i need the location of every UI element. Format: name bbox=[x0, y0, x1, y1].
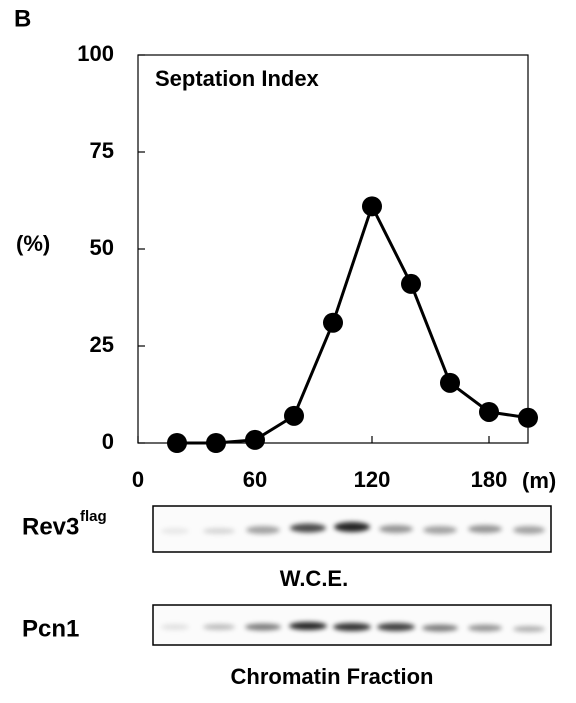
data-point bbox=[245, 429, 265, 450]
y-tick-label: 0 bbox=[102, 429, 114, 454]
data-point bbox=[206, 433, 226, 453]
panel-label: B bbox=[14, 5, 31, 32]
y-axis-label: (%) bbox=[16, 231, 50, 256]
data-point bbox=[284, 405, 304, 426]
plot-frame bbox=[137, 54, 529, 444]
blot-label: Rev3 bbox=[22, 513, 79, 540]
y-tick-label: 75 bbox=[90, 138, 114, 163]
y-tick-label: 100 bbox=[77, 41, 114, 66]
y-tick-label: 25 bbox=[90, 332, 114, 357]
y-tick-label: 50 bbox=[90, 235, 114, 260]
data-point bbox=[401, 273, 421, 294]
blot-label: Pcn1 bbox=[22, 615, 79, 642]
data-point bbox=[167, 433, 187, 453]
x-tick-label: 0 bbox=[132, 467, 144, 492]
data-point bbox=[479, 401, 499, 422]
blot-bands bbox=[161, 622, 545, 632]
x-unit-label: (m) bbox=[522, 468, 556, 493]
data-point bbox=[440, 372, 460, 393]
blot-caption: W.C.E. bbox=[280, 566, 348, 591]
blot-caption: Chromatin Fraction bbox=[231, 664, 434, 689]
data-point bbox=[362, 196, 382, 217]
x-tick-label: 60 bbox=[243, 467, 267, 492]
blot-bands bbox=[161, 522, 545, 534]
blot-superscript: flag bbox=[80, 508, 107, 525]
data-line bbox=[177, 202, 529, 445]
data-point bbox=[518, 407, 538, 428]
data-point bbox=[323, 312, 343, 333]
x-tick-label: 120 bbox=[354, 467, 391, 492]
chart-title: Septation Index bbox=[155, 66, 320, 91]
x-tick-label: 180 bbox=[471, 467, 508, 492]
